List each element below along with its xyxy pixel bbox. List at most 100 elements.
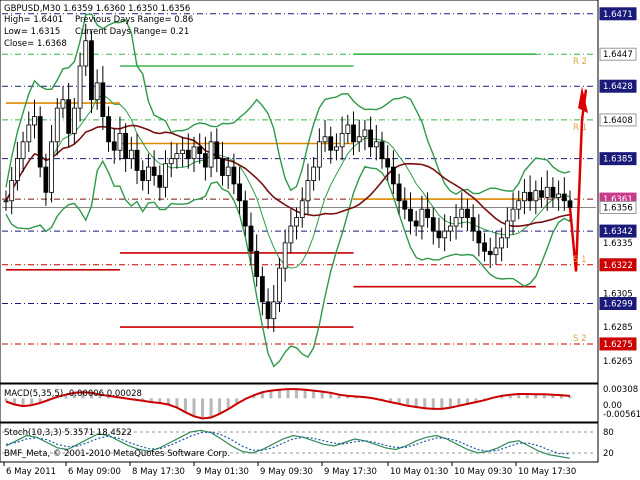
candle-body xyxy=(522,191,527,202)
macd-histogram-bar xyxy=(38,398,42,403)
candle-body xyxy=(311,166,317,181)
candle-body xyxy=(516,200,522,210)
candle-body xyxy=(379,141,385,160)
candle-body xyxy=(248,225,254,252)
moving-average-line xyxy=(5,124,571,227)
price-tag xyxy=(599,337,637,351)
candle-body xyxy=(197,146,203,155)
time-axis-label: 6 May 2011 xyxy=(6,467,56,477)
candle-body xyxy=(539,190,544,198)
candle-body xyxy=(556,193,562,198)
macd-histogram-bar xyxy=(286,389,290,399)
macd-axis-label: 0.00 xyxy=(603,401,622,411)
candle-body xyxy=(504,220,510,239)
candle-body xyxy=(43,166,49,193)
candle-body xyxy=(544,186,550,198)
price-tag xyxy=(599,224,637,238)
macd-histogram-bar xyxy=(542,394,546,399)
candle-body xyxy=(442,230,448,239)
bollinger-lower-line xyxy=(5,159,571,368)
candle-body xyxy=(100,82,106,117)
macd-histogram-bar xyxy=(277,389,281,399)
price-axis-label: 1.6305 xyxy=(603,289,633,299)
macd-histogram-bar xyxy=(149,398,153,403)
close-line: Close= 1.6368 xyxy=(4,39,67,49)
candle-body xyxy=(163,163,168,188)
candle-body xyxy=(83,40,89,67)
watermark: BMF_Meta, © 2001-2010 MetaQuotes Softwar… xyxy=(4,449,230,459)
macd-histogram-bar xyxy=(440,398,444,409)
time-axis-label: 6 May 09:00 xyxy=(68,467,121,477)
macd-layer: 0.00308 0.00-0.00561 xyxy=(4,385,640,420)
price-axis-label: 1.6335 xyxy=(603,239,633,249)
macd-axis-label: 0.00308 xyxy=(603,385,638,395)
curr-range-line: Current Days Range= 0.21 xyxy=(75,27,189,37)
candle-body xyxy=(436,230,442,239)
candle-body xyxy=(305,180,311,202)
candle-body xyxy=(14,158,20,181)
price-tag-label: 1.6471 xyxy=(603,10,633,20)
macd-histogram-bar xyxy=(13,398,17,405)
macd-pane xyxy=(0,383,599,423)
price-tag-label: 1.6447 xyxy=(603,50,633,60)
macd-histogram-bar xyxy=(414,398,418,408)
candle-body xyxy=(128,149,134,160)
price-tag-label: 1.6385 xyxy=(603,155,633,165)
candle-body xyxy=(447,225,453,232)
prev-range-line: Previous Days Range= 0.86 xyxy=(75,15,193,25)
candle-body xyxy=(294,217,299,227)
candle-body xyxy=(316,141,322,168)
bollinger-upper-line xyxy=(5,13,571,196)
candle-body xyxy=(3,200,9,203)
price-tag-label: 1.6361 xyxy=(603,195,633,205)
candle-body xyxy=(476,230,482,244)
candle-body xyxy=(20,141,26,160)
macd-histogram-bar xyxy=(218,398,222,414)
candle-body xyxy=(208,141,214,168)
candle-body xyxy=(368,129,374,148)
macd-histogram-bar xyxy=(158,398,162,403)
candle-body xyxy=(419,208,425,227)
candle-body xyxy=(487,250,493,256)
price-tag-label: 1.6356 xyxy=(603,204,633,214)
candle-body xyxy=(220,158,225,176)
price-axis-label: 1.6265 xyxy=(603,357,633,367)
macd-histogram-bar xyxy=(431,398,435,409)
price-axis-label: 1.6285 xyxy=(603,323,633,333)
candle-body xyxy=(174,153,180,160)
candle-body xyxy=(322,136,328,143)
candle-body xyxy=(89,40,94,101)
candle-body xyxy=(299,200,305,219)
macd-histogram-bar xyxy=(508,394,512,399)
candle-body xyxy=(493,247,499,256)
macd-histogram-bar xyxy=(525,394,529,399)
macd-histogram-bar xyxy=(337,394,341,399)
candle-body xyxy=(180,149,186,154)
time-axis-label: 10 May 09:30 xyxy=(454,467,512,477)
candle-body xyxy=(111,141,117,151)
candle-body xyxy=(117,132,123,151)
candle-body xyxy=(561,193,567,202)
price-tag xyxy=(599,201,637,215)
candle-body xyxy=(254,250,260,277)
low-line: Low= 1.6315 xyxy=(4,27,60,37)
pivot-s2-label: S 2 xyxy=(573,334,587,344)
candle-body xyxy=(271,301,277,320)
macd-histogram-bar xyxy=(312,390,316,399)
symbol-line: GBPUSD,M30 1.6359 1.6360 1.6350 1.6356 xyxy=(4,4,190,14)
candle-body xyxy=(282,242,288,269)
time-axis: 6 May 2011 6 May 09:00 8 May 17:30 9 May 01… xyxy=(3,462,576,477)
candle-body xyxy=(527,191,533,202)
macd-histogram-bar xyxy=(4,398,8,402)
macd-histogram-bar xyxy=(329,392,333,399)
candle-body xyxy=(225,166,231,176)
stoch-layer: 80 20 xyxy=(2,428,614,459)
macd-histogram-bar xyxy=(72,392,76,399)
candle-body xyxy=(71,107,77,134)
macd-histogram-bar xyxy=(89,392,93,399)
candle-body xyxy=(54,107,60,143)
main-pane xyxy=(0,0,599,384)
macd-histogram-bar xyxy=(406,398,410,406)
time-axis-label: 9 May 01:30 xyxy=(196,467,249,477)
